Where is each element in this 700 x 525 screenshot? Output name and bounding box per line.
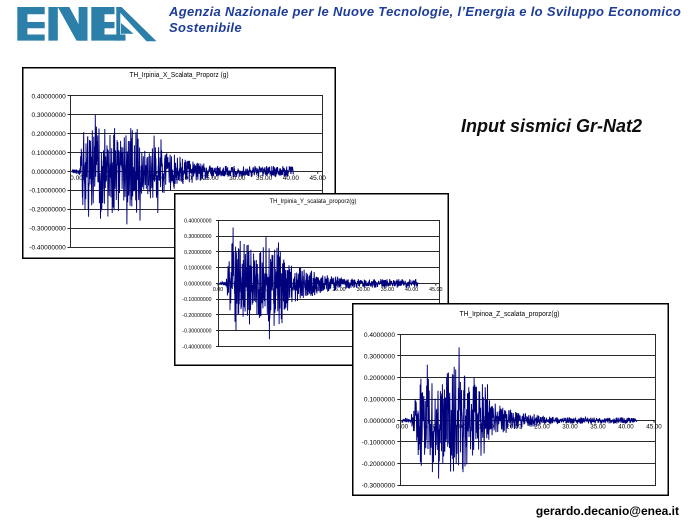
svg-text:25.00: 25.00 — [332, 287, 345, 293]
svg-text:45.00: 45.00 — [310, 175, 327, 182]
svg-text:-0.10000000: -0.10000000 — [29, 188, 66, 195]
svg-text:30.00: 30.00 — [562, 424, 578, 431]
svg-text:30.00: 30.00 — [357, 287, 370, 293]
svg-text:15.00: 15.00 — [284, 287, 297, 293]
svg-text:0.1000000: 0.1000000 — [364, 396, 396, 403]
svg-text:0.40000000: 0.40000000 — [31, 93, 66, 100]
svg-text:30.00: 30.00 — [229, 175, 246, 182]
svg-text:-0.40000000: -0.40000000 — [29, 244, 66, 251]
svg-text:TH_Irpinia_Y_scalata_proporz(g: TH_Irpinia_Y_scalata_proporz(g) — [270, 198, 357, 205]
svg-text:-0.20000000: -0.20000000 — [29, 207, 66, 214]
svg-text:25.00: 25.00 — [202, 175, 219, 182]
svg-text:0.10000000: 0.10000000 — [184, 266, 212, 272]
svg-text:0.00000000: 0.00000000 — [184, 281, 212, 287]
svg-text:0.20000000: 0.20000000 — [184, 250, 212, 256]
svg-text:40.00: 40.00 — [618, 424, 634, 431]
svg-text:0.2000000: 0.2000000 — [364, 375, 396, 382]
svg-text:-0.10000000: -0.10000000 — [182, 297, 211, 303]
svg-text:0.3000000: 0.3000000 — [364, 353, 396, 360]
svg-text:35.00: 35.00 — [381, 287, 394, 293]
svg-text:45.00: 45.00 — [429, 287, 442, 293]
svg-text:-0.40000000: -0.40000000 — [182, 344, 211, 350]
svg-text:35.00: 35.00 — [256, 175, 273, 182]
svg-text:25.00: 25.00 — [534, 424, 550, 431]
svg-text:0.30000000: 0.30000000 — [31, 112, 66, 119]
svg-text:35.00: 35.00 — [590, 424, 606, 431]
svg-text:0.20000000: 0.20000000 — [31, 131, 66, 138]
svg-text:0.4000000: 0.4000000 — [364, 332, 396, 339]
svg-text:0.0000000: 0.0000000 — [364, 418, 396, 425]
svg-text:0.30000000: 0.30000000 — [184, 234, 212, 240]
svg-text:-0.2000000: -0.2000000 — [362, 461, 396, 468]
svg-text:0.00: 0.00 — [396, 424, 409, 431]
svg-text:-0.30000000: -0.30000000 — [182, 329, 211, 335]
svg-text:0.40000000: 0.40000000 — [184, 218, 212, 224]
svg-text:0.10000000: 0.10000000 — [31, 150, 66, 157]
svg-text:TH_Irpinoa_Z_scalata_proporz(g: TH_Irpinoa_Z_scalata_proporz(g) — [460, 311, 560, 318]
svg-text:40.00: 40.00 — [405, 287, 418, 293]
svg-text:20.00: 20.00 — [176, 175, 193, 182]
svg-text:-0.1000000: -0.1000000 — [362, 439, 396, 446]
svg-text:-0.20000000: -0.20000000 — [182, 313, 211, 319]
svg-text:45.00: 45.00 — [646, 424, 662, 431]
svg-text:40.00: 40.00 — [283, 175, 300, 182]
svg-text:0.00: 0.00 — [213, 287, 223, 293]
svg-text:-0.3000000: -0.3000000 — [362, 482, 396, 489]
svg-text:10.00: 10.00 — [260, 287, 273, 293]
svg-text:0.00000000: 0.00000000 — [31, 169, 66, 176]
svg-text:0.00: 0.00 — [70, 175, 83, 182]
svg-text:TH_Irpinia_X_Scalata_Proporz (: TH_Irpinia_X_Scalata_Proporz (g) — [130, 70, 229, 79]
svg-text:-0.30000000: -0.30000000 — [29, 225, 66, 232]
